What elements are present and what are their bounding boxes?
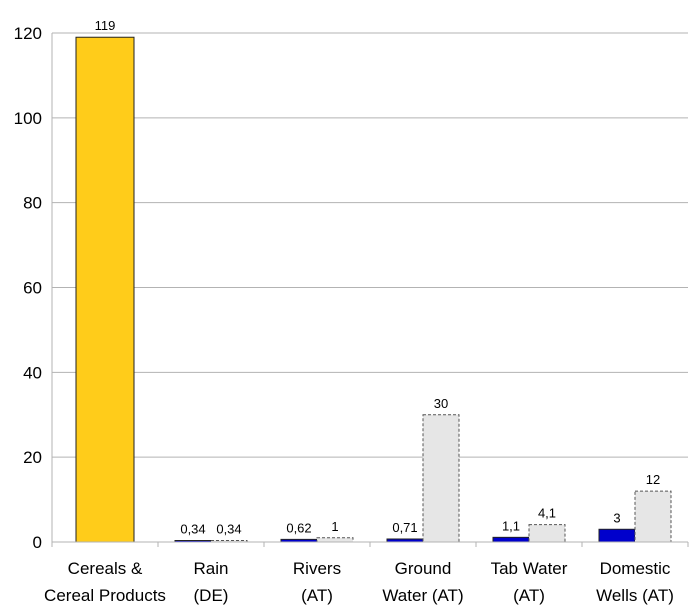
bar-series-1 [598, 528, 636, 543]
data-label: 3 [613, 510, 620, 525]
data-label: 0,34 [180, 522, 205, 537]
y-tick-label: 100 [14, 109, 42, 128]
bar-series-2 [634, 490, 672, 543]
gridlines [52, 32, 688, 543]
bar-series-2 [316, 537, 354, 543]
bar-series-1 [75, 36, 135, 543]
data-label: 12 [646, 472, 660, 487]
x-tick-label: Wells (AT) [596, 586, 674, 605]
x-tick-label: (AT) [301, 586, 333, 605]
y-tick-label: 80 [23, 194, 42, 213]
x-tick-label: Rain [194, 559, 229, 578]
data-label: 1,1 [502, 518, 520, 533]
bar-series-2 [528, 524, 566, 543]
data-label: 0,34 [216, 522, 241, 537]
x-axis: Cereals & Cereal Products Rain (DE) Rivers (A… [44, 541, 689, 605]
x-tick-label: Cereal Products [44, 586, 166, 605]
x-tick-label: (DE) [194, 586, 229, 605]
data-label: 30 [434, 396, 448, 411]
data-label: 119 [95, 18, 116, 33]
y-tick-label: 60 [23, 279, 42, 298]
y-axis: 0 20 40 60 80 100 120 [14, 24, 53, 552]
data-label: 1 [331, 519, 338, 534]
x-tick-label: Domestic [600, 559, 671, 578]
x-tick-label: Tab Water [491, 559, 568, 578]
data-label: 0,62 [286, 520, 311, 535]
x-tick-label: Ground [395, 559, 452, 578]
x-tick-label: Rivers [293, 559, 341, 578]
y-tick-label: 20 [23, 448, 42, 467]
y-tick-label: 120 [14, 24, 42, 43]
data-label: 0,71 [392, 520, 417, 535]
bar-series-2 [422, 414, 460, 543]
bar-series-1 [492, 536, 530, 543]
data-label: 4,1 [538, 506, 556, 521]
x-tick-label: (AT) [513, 586, 545, 605]
bars: 119 0,34 0,34 0,62 1 0,71 30 1,1 4,1 3 12 [75, 18, 672, 543]
x-tick-label: Cereals & [68, 559, 143, 578]
x-tick-label: Water (AT) [382, 586, 463, 605]
y-tick-label: 0 [33, 533, 42, 552]
y-tick-label: 40 [23, 363, 42, 382]
